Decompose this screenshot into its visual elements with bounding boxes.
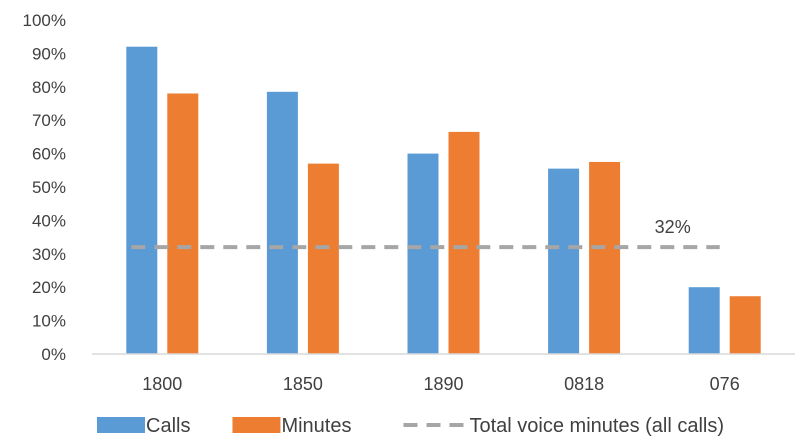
y-tick-label: 100% [23, 11, 66, 30]
x-tick-label: 1850 [283, 374, 323, 394]
bar-minutes-1890 [448, 131, 480, 354]
bar-minutes-1850 [307, 163, 339, 354]
bar-calls-0818 [548, 168, 580, 354]
bar-minutes-1800 [167, 93, 199, 354]
legend-swatch-calls [97, 417, 145, 433]
reference-line-label: 32% [655, 217, 691, 237]
bar-calls-1850 [266, 91, 298, 354]
legend-label: Calls [146, 415, 190, 437]
y-tick-label: 30% [32, 245, 66, 264]
y-tick-label: 80% [32, 78, 66, 97]
bar-calls-076 [688, 287, 720, 354]
bar-minutes-0818 [589, 161, 621, 354]
y-tick-label: 60% [32, 145, 66, 164]
legend-swatch-minutes [232, 417, 281, 433]
x-tick-label: 0818 [564, 374, 604, 394]
x-axis: 1800 1850 1890 0818 076 [142, 374, 739, 394]
legend-label: Total voice minutes (all calls) [469, 415, 724, 437]
bar-calls-1800 [126, 46, 158, 354]
reference-line-group: 32% [131, 217, 720, 250]
x-tick-label: 1800 [142, 374, 182, 394]
bar-calls-1890 [407, 153, 439, 354]
legend: Calls Minutes Total voice minutes (all cal… [97, 415, 724, 437]
x-tick-label: 1890 [423, 374, 463, 394]
y-axis: 0% 10% 20% 30% 40% 50% 60% 70% 80% 90% 100% [23, 11, 66, 364]
y-tick-label: 10% [32, 312, 66, 331]
bars [126, 46, 761, 354]
y-tick-label: 0% [41, 345, 66, 364]
y-tick-label: 40% [32, 211, 66, 230]
y-tick-label: 90% [32, 44, 66, 63]
x-tick-label: 076 [710, 374, 740, 394]
y-tick-label: 50% [32, 178, 66, 197]
bar-minutes-076 [729, 296, 761, 354]
legend-label: Minutes [281, 415, 351, 437]
y-tick-label: 20% [32, 278, 66, 297]
y-tick-label: 70% [32, 111, 66, 130]
